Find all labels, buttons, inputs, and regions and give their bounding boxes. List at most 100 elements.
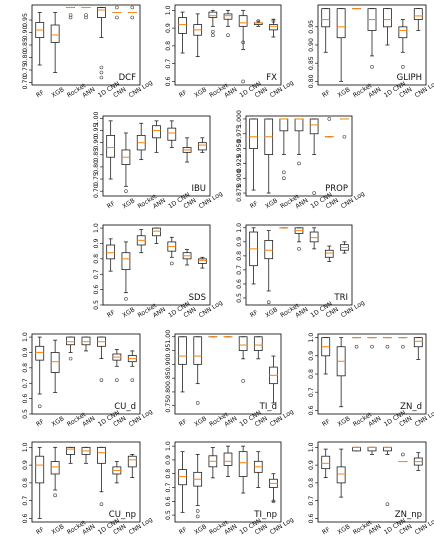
outlier-point xyxy=(241,79,245,84)
box-ann xyxy=(294,118,304,166)
box-cnn-log xyxy=(269,355,278,404)
panel-title: SDS xyxy=(189,293,206,303)
box-ann xyxy=(152,120,161,153)
box-rf xyxy=(35,12,45,66)
box-cnn-log xyxy=(197,137,207,153)
y-tick-label: 0.8 xyxy=(165,41,172,51)
box-xgb xyxy=(336,448,346,498)
iqr-box xyxy=(50,461,60,475)
outlier-point xyxy=(37,404,42,409)
y-tick-label: 0.75 xyxy=(165,399,172,413)
outlier-point xyxy=(84,13,88,17)
y-tick-label: 0.925 xyxy=(236,154,243,172)
plot-frame xyxy=(174,441,282,523)
y-tick-label: 0.6 xyxy=(236,279,243,289)
plot-frame xyxy=(245,224,353,306)
category-label: XGB xyxy=(121,197,136,210)
outlier-point xyxy=(115,5,119,10)
iqr-box xyxy=(178,469,187,486)
iqr-box xyxy=(106,134,116,158)
outlier-point xyxy=(241,40,245,45)
box-1d-cnn xyxy=(238,9,248,84)
box-cnn-log xyxy=(127,5,137,20)
y-tick-label: 0.8 xyxy=(308,369,315,379)
y-tick-label: 1.00 xyxy=(165,330,172,344)
box-rocket xyxy=(66,446,75,464)
y-tick-label: 0.900 xyxy=(236,169,243,187)
box-xgb xyxy=(50,12,60,73)
category-label: XGB xyxy=(51,523,66,536)
iqr-box xyxy=(294,118,304,132)
box-cnn xyxy=(398,337,408,349)
box-rocket xyxy=(208,447,218,479)
panel-title: GLIPH xyxy=(397,73,422,83)
y-tick-label: 0.8 xyxy=(93,254,100,264)
iqr-box xyxy=(223,452,233,466)
outlier-point xyxy=(211,33,215,38)
category-label: XGB xyxy=(193,523,208,536)
outlier-point xyxy=(169,261,174,266)
outlier-point xyxy=(370,344,374,349)
category-label: XGB xyxy=(337,86,352,99)
category-label: RF xyxy=(178,89,189,99)
box-cnn xyxy=(324,245,334,262)
y-tick-label: 0.90 xyxy=(308,38,315,52)
outlier-point xyxy=(99,75,104,80)
y-tick-label: 0.9 xyxy=(22,347,29,357)
category-label: XGB xyxy=(337,415,352,428)
y-tick-label: 1.0 xyxy=(236,223,243,233)
y-tick-label: 1.000 xyxy=(236,110,243,128)
category-label: XGB xyxy=(193,86,208,99)
panel-title: CU_d xyxy=(114,402,136,412)
y-tick-label: 0.70 xyxy=(22,76,29,90)
box-xgb xyxy=(193,13,203,57)
box-ann xyxy=(81,336,91,352)
box-1d-cnn xyxy=(238,336,248,383)
category-label: RF xyxy=(106,200,117,210)
outlier-point xyxy=(370,65,374,69)
box-xgb xyxy=(193,336,203,405)
iqr-box xyxy=(152,227,161,237)
y-tick-label: 0.7 xyxy=(165,59,172,69)
outlier-point xyxy=(297,161,301,166)
category-label: RF xyxy=(321,418,332,428)
box-cnn xyxy=(112,461,122,484)
outlier-point xyxy=(99,502,104,507)
y-tick-label: 0.7 xyxy=(165,483,172,493)
y-tick-label: 0.6 xyxy=(165,496,172,506)
box-cnn-log xyxy=(269,473,278,504)
outlier-point xyxy=(401,65,405,69)
iqr-box xyxy=(121,252,131,271)
category-label: RF xyxy=(106,309,117,319)
box-rocket xyxy=(136,229,146,254)
panel-title: DCF xyxy=(119,73,136,83)
y-tick-label: 0.8 xyxy=(165,469,172,479)
box-1d-cnn xyxy=(97,446,106,507)
panel-title: TI_np xyxy=(253,510,277,520)
y-tick-label: 1.0 xyxy=(165,5,172,15)
iqr-box xyxy=(321,8,331,28)
box-ann xyxy=(294,227,304,251)
iqr-box xyxy=(383,8,392,28)
box-cnn-log xyxy=(127,350,137,382)
category-label: RF xyxy=(178,418,189,428)
iqr-box xyxy=(97,446,106,464)
category-label: RF xyxy=(35,418,46,428)
outlier-point xyxy=(401,344,405,349)
category-label: XGB xyxy=(51,415,66,428)
outlier-point xyxy=(401,452,405,457)
box-1d-cnn xyxy=(97,336,106,382)
y-tick-label: 0.95 xyxy=(165,344,172,358)
outlier-point xyxy=(99,378,104,382)
y-tick-label: 1.0 xyxy=(22,332,29,342)
iqr-box xyxy=(167,127,177,141)
iqr-box xyxy=(321,455,331,470)
outlier-point xyxy=(312,191,316,195)
y-tick-label: 0.7 xyxy=(308,496,315,506)
box-rocket xyxy=(352,446,361,452)
iqr-box xyxy=(178,336,187,365)
